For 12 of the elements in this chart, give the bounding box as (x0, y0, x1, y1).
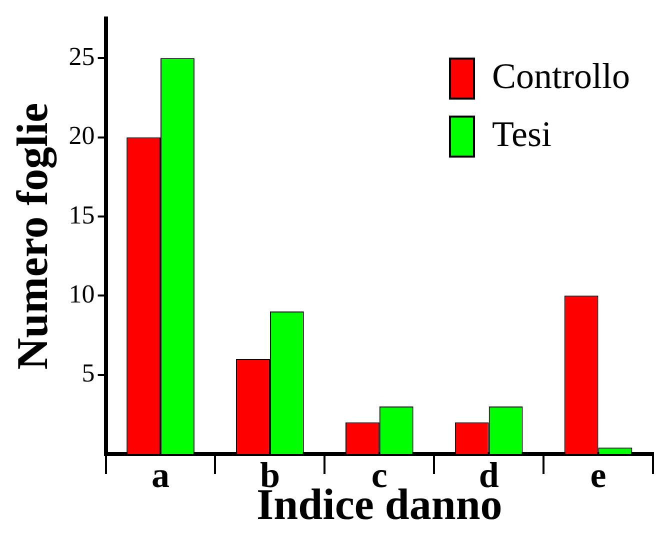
y-tick-label: 10 (68, 280, 95, 308)
y-tick-label: 5 (82, 358, 95, 388)
legend-label: Tesi (492, 114, 552, 154)
y-axis-title: Numero foglie (8, 102, 57, 370)
x-tick-label: e (590, 454, 606, 495)
legend-label: Controllo (492, 56, 630, 96)
x-tick-label: c (371, 454, 388, 495)
y-tick-label: 20 (68, 121, 95, 150)
x-tick-label: a (152, 454, 170, 495)
y-tick-label: 25 (68, 42, 95, 72)
x-tick-label: d (478, 454, 499, 495)
y-tick-label: 15 (68, 200, 95, 230)
